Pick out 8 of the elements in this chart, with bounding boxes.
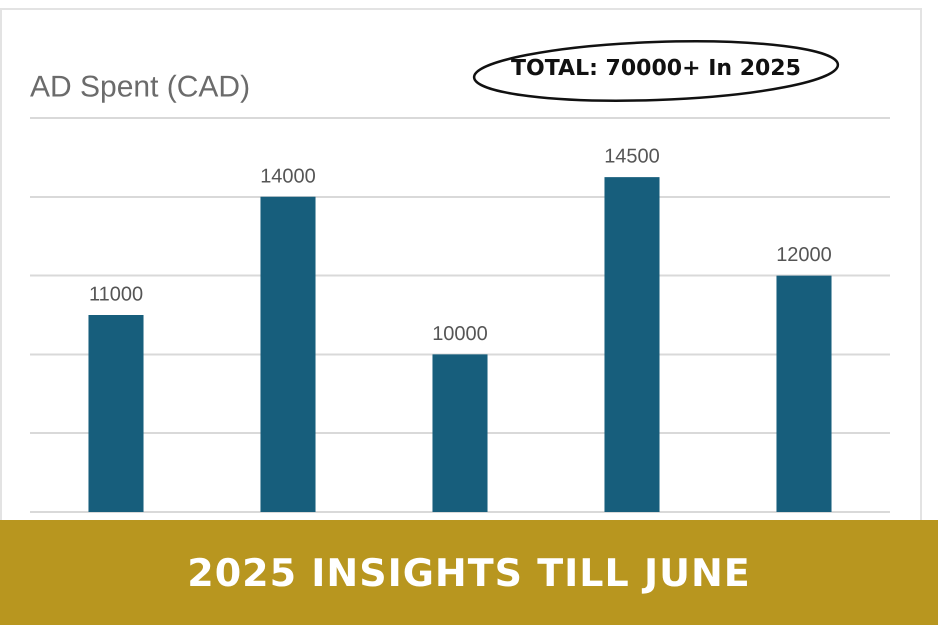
text: 2025 INSIGHTS TILL JUNE [187,550,751,594]
data-label: 12000 [776,244,832,266]
chart-title: AD Spent (CAD) [30,70,250,104]
data-label: 14500 [604,146,660,168]
data-label: 10000 [432,322,488,345]
data-label: 11000 [88,284,144,306]
text: TOTAL: 70000+ In 2025 [510,56,802,81]
data-label: 14000 [260,165,316,188]
